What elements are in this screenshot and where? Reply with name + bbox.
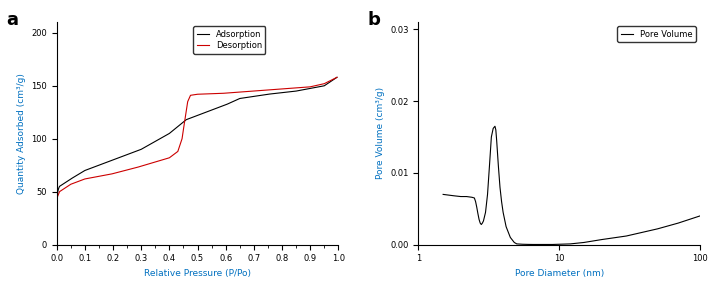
Pore Volume [654, 227, 662, 231]
Pore Volume [533, 243, 541, 246]
Adsorption [126, 152, 134, 155]
Pore Volume [528, 243, 537, 246]
Desorption [78, 178, 86, 182]
Desorption [166, 155, 175, 159]
Y-axis label: Pore Volume (cm³/g): Pore Volume (cm³/g) [375, 87, 385, 179]
Pore Volume [471, 200, 480, 203]
Line: Adsorption: Adsorption [57, 77, 337, 199]
Legend: Pore Volume: Pore Volume [618, 26, 696, 42]
Adsorption [52, 197, 61, 201]
Text: b: b [367, 11, 380, 29]
Pore Volume [470, 196, 479, 200]
Pore Volume [472, 205, 481, 209]
Line: Pore Volume: Pore Volume [443, 126, 700, 244]
Desorption [161, 157, 170, 161]
Pore Volume [498, 200, 506, 203]
Pore Volume [566, 242, 574, 246]
Pore Volume [494, 164, 503, 167]
Pore Volume [622, 234, 631, 238]
Pore Volume [541, 243, 550, 246]
Pore Volume [462, 195, 471, 198]
Pore Volume [555, 242, 564, 246]
Desorption [331, 76, 340, 79]
Pore Volume [485, 164, 494, 167]
Pore Volume [474, 212, 482, 216]
Pore Volume [476, 221, 485, 225]
Pore Volume [506, 236, 515, 239]
Pore Volume [510, 241, 518, 244]
Pore Volume [475, 218, 483, 221]
Desorption [165, 156, 174, 160]
Pore Volume [493, 139, 501, 142]
Pore Volume [492, 128, 500, 131]
Adsorption [333, 75, 342, 79]
Adsorption [60, 181, 68, 185]
Pore Volume [580, 241, 588, 244]
Pore Volume [477, 223, 485, 226]
Desorption [95, 175, 104, 178]
Pore Volume [674, 221, 682, 225]
Pore Volume [489, 127, 498, 130]
Pore Volume [523, 243, 532, 246]
Pore Volume [518, 242, 527, 246]
Line: Desorption: Desorption [57, 77, 337, 198]
Pore Volume [495, 186, 504, 189]
Pore Volume [597, 238, 606, 241]
Text: a: a [6, 11, 18, 29]
Y-axis label: Quantity Adsorbed (cm³/g): Quantity Adsorbed (cm³/g) [17, 73, 26, 194]
Pore Volume [450, 194, 459, 198]
Pore Volume [513, 242, 521, 246]
Desorption [333, 75, 342, 79]
Pore Volume [549, 243, 557, 246]
Pore Volume [487, 135, 495, 139]
Desorption [52, 196, 61, 200]
X-axis label: Relative Pressure (P/Po): Relative Pressure (P/Po) [144, 269, 251, 278]
Pore Volume [502, 225, 510, 228]
Legend: Adsorption, Desorption: Adsorption, Desorption [193, 26, 265, 53]
Pore Volume [457, 195, 465, 198]
Pore Volume [478, 221, 487, 225]
Adsorption [206, 109, 214, 112]
Pore Volume [696, 214, 705, 218]
Pore Volume [483, 193, 492, 196]
Pore Volume [490, 125, 499, 128]
Pore Volume [481, 211, 490, 214]
Adsorption [236, 97, 244, 100]
Pore Volume [479, 219, 487, 223]
Pore Volume [439, 193, 447, 196]
Pore Volume [499, 211, 508, 214]
X-axis label: Pore Diameter (nm): Pore Diameter (nm) [515, 269, 604, 278]
Adsorption [316, 85, 324, 88]
Pore Volume [467, 196, 476, 199]
Adsorption [292, 89, 301, 93]
